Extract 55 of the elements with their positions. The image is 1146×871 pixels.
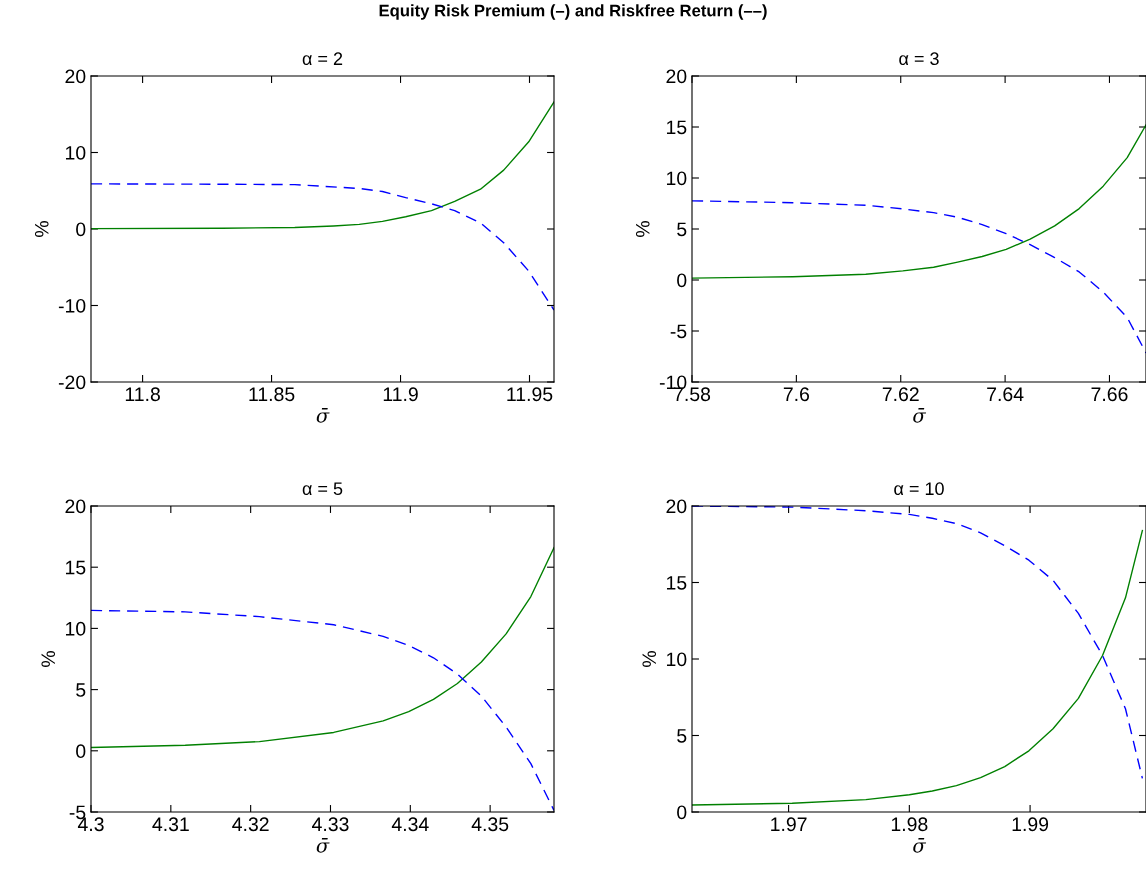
y-tick-label: 20 <box>65 499 86 514</box>
x-axis-title: σ̄ <box>316 408 330 423</box>
y-tick-label: 0 <box>677 273 687 288</box>
x-tick-label: 4.35 <box>471 817 509 832</box>
x-tick-label: 4.31 <box>152 817 189 832</box>
x-tick-label: 7.64 <box>987 387 1024 402</box>
y-tick-label: 15 <box>667 576 687 590</box>
x-tick-label: 4.34 <box>391 817 429 832</box>
line-series <box>91 546 554 749</box>
line-series <box>91 183 554 311</box>
x-tick-label: 7.62 <box>882 387 919 402</box>
y-tick-label: 20 <box>666 69 687 84</box>
x-tick-label: 11.95 <box>507 387 553 402</box>
y-tick-label: 5 <box>76 683 86 697</box>
y-tick-label: 0 <box>76 744 86 759</box>
y-tick-label: 5 <box>677 222 687 237</box>
chart-title: α = 10 <box>894 482 944 496</box>
x-tick-label: 1.98 <box>891 817 928 832</box>
x-axis-title: σ̄ <box>316 838 330 853</box>
y-tick-label: -5 <box>670 324 687 339</box>
y-tick-label: -10 <box>58 298 86 313</box>
y-tick-label: -20 <box>58 375 86 390</box>
y-tick-label: 10 <box>66 621 86 636</box>
y-tick-label: 10 <box>667 652 687 667</box>
x-axis-title: σ̄ <box>913 408 927 423</box>
x-tick-label: 11.85 <box>249 387 295 402</box>
y-axis-title: % <box>41 651 56 667</box>
chart-title: α = 2 <box>302 52 343 66</box>
chart-title: α = 3 <box>899 52 939 66</box>
x-tick-label: 11.9 <box>383 387 418 402</box>
x-tick-label: 7.66 <box>1091 387 1128 402</box>
y-tick-label: 10 <box>66 145 86 160</box>
y-axis-title: % <box>642 651 657 667</box>
x-tick-label: 1.99 <box>1012 817 1049 832</box>
x-tick-label: 11.8 <box>125 387 160 402</box>
line-series <box>91 101 554 230</box>
x-tick-label: 7.6 <box>783 387 810 402</box>
y-tick-label: 15 <box>667 120 687 135</box>
y-tick-label: 20 <box>666 499 687 514</box>
y-tick-label: 0 <box>76 222 86 237</box>
y-tick-label: 15 <box>66 560 86 575</box>
y-axis-title: % <box>635 221 650 237</box>
y-tick-label: 10 <box>667 171 687 186</box>
y-tick-label: 0 <box>677 805 687 820</box>
chart-title: α = 5 <box>302 482 343 496</box>
text: Equity Risk Premium (–) and Riskfree Return (––) <box>379 4 767 20</box>
x-axis-title: σ̄ <box>913 838 927 853</box>
line-series <box>692 529 1144 806</box>
x-tick-label: 4.33 <box>312 817 349 832</box>
y-tick-label: 20 <box>65 69 86 84</box>
y-tick-label: 5 <box>677 729 687 743</box>
line-series <box>692 124 1146 279</box>
x-tick-label: 4.32 <box>232 817 269 832</box>
x-tick-label: 1.97 <box>771 817 807 832</box>
y-axis-title: % <box>34 221 49 237</box>
